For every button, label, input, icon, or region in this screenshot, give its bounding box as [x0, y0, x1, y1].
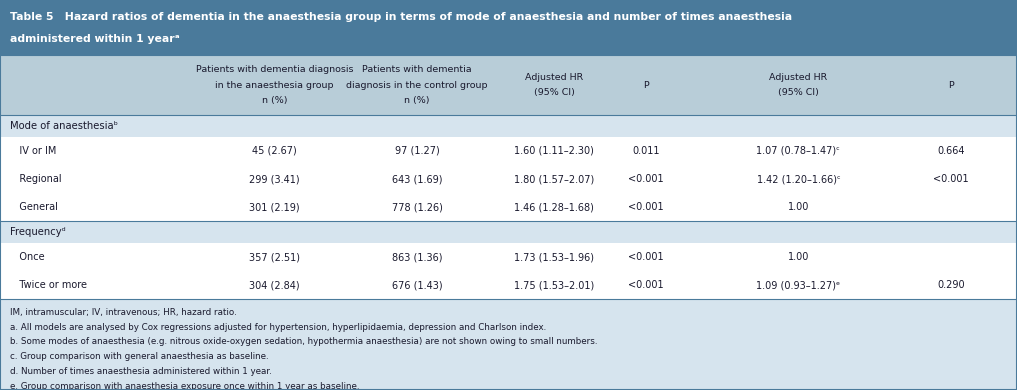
Text: 1.07 (0.78–1.47)ᶜ: 1.07 (0.78–1.47)ᶜ	[757, 146, 840, 156]
Text: Mode of anaesthesiaᵇ: Mode of anaesthesiaᵇ	[10, 121, 118, 131]
Bar	[0, 243, 1017, 271]
Text: <0.001: <0.001	[627, 174, 664, 184]
Text: General: General	[10, 202, 58, 212]
Text: d. Number of times anaesthesia administered within 1 year.: d. Number of times anaesthesia administe…	[10, 367, 272, 376]
Text: 301 (2.19): 301 (2.19)	[249, 202, 300, 212]
Text: 1.73 (1.53–1.96): 1.73 (1.53–1.96)	[515, 252, 594, 262]
Text: n (%): n (%)	[261, 96, 288, 105]
Text: (95% CI): (95% CI)	[778, 88, 819, 98]
Text: 0.664: 0.664	[937, 146, 965, 156]
Text: n (%): n (%)	[404, 96, 430, 105]
Text: (95% CI): (95% CI)	[534, 88, 575, 98]
Text: Frequencyᵈ: Frequencyᵈ	[10, 227, 66, 237]
Text: IV or IM: IV or IM	[10, 146, 57, 156]
Text: 357 (2.51): 357 (2.51)	[249, 252, 300, 262]
Text: b. Some modes of anaesthesia (e.g. nitrous oxide-oxygen sedation, hypothermia an: b. Some modes of anaesthesia (e.g. nitro…	[10, 337, 598, 346]
Text: IM, intramuscular; IV, intravenous; HR, hazard ratio.: IM, intramuscular; IV, intravenous; HR, …	[10, 308, 237, 317]
Text: 1.42 (1.20–1.66)ᶜ: 1.42 (1.20–1.66)ᶜ	[757, 174, 840, 184]
Text: in the anaesthesia group: in the anaesthesia group	[216, 80, 334, 90]
Text: Patients with dementia diagnosis: Patients with dementia diagnosis	[196, 65, 353, 74]
Text: P: P	[948, 80, 954, 90]
Text: 1.00: 1.00	[787, 202, 810, 212]
Text: 863 (1.36): 863 (1.36)	[392, 252, 442, 262]
Bar	[0, 165, 1017, 193]
Bar	[0, 193, 1017, 221]
Text: 1.46 (1.28–1.68): 1.46 (1.28–1.68)	[515, 202, 594, 212]
Text: P: P	[643, 80, 649, 90]
Text: Regional: Regional	[10, 174, 62, 184]
Bar	[0, 299, 1017, 390]
Text: a. All models are analysed by Cox regressions adjusted for hypertension, hyperli: a. All models are analysed by Cox regres…	[10, 323, 546, 332]
Text: 1.75 (1.53–2.01): 1.75 (1.53–2.01)	[515, 280, 594, 290]
Text: 97 (1.27): 97 (1.27)	[395, 146, 439, 156]
Text: 0.290: 0.290	[937, 280, 965, 290]
Text: <0.001: <0.001	[627, 252, 664, 262]
Text: <0.001: <0.001	[627, 202, 664, 212]
Text: 299 (3.41): 299 (3.41)	[249, 174, 300, 184]
Text: 1.00: 1.00	[787, 252, 810, 262]
Text: diagnosis in the control group: diagnosis in the control group	[346, 80, 488, 90]
Bar	[0, 115, 1017, 137]
Text: administered within 1 yearᵃ: administered within 1 yearᵃ	[10, 34, 180, 44]
Text: 0.011: 0.011	[632, 146, 660, 156]
Bar	[0, 137, 1017, 165]
Bar	[0, 55, 1017, 115]
Text: 1.09 (0.93–1.27)ᵉ: 1.09 (0.93–1.27)ᵉ	[757, 280, 840, 290]
Text: <0.001: <0.001	[627, 280, 664, 290]
Text: Twice or more: Twice or more	[10, 280, 87, 290]
Text: 676 (1.43): 676 (1.43)	[392, 280, 442, 290]
Text: Adjusted HR: Adjusted HR	[769, 73, 828, 82]
Text: Table 5   Hazard ratios of dementia in the anaesthesia group in terms of mode of: Table 5 Hazard ratios of dementia in the…	[10, 12, 792, 22]
Text: <0.001: <0.001	[933, 174, 969, 184]
Text: 778 (1.26): 778 (1.26)	[392, 202, 442, 212]
Text: 304 (2.84): 304 (2.84)	[249, 280, 300, 290]
Text: Once: Once	[10, 252, 45, 262]
Text: Adjusted HR: Adjusted HR	[525, 73, 584, 82]
Text: 1.60 (1.11–2.30): 1.60 (1.11–2.30)	[515, 146, 594, 156]
Bar	[0, 0, 1017, 55]
Text: 1.80 (1.57–2.07): 1.80 (1.57–2.07)	[515, 174, 594, 184]
Bar	[0, 221, 1017, 243]
Text: 643 (1.69): 643 (1.69)	[392, 174, 442, 184]
Text: c. Group comparison with general anaesthesia as baseline.: c. Group comparison with general anaesth…	[10, 352, 268, 361]
Text: 45 (2.67): 45 (2.67)	[252, 146, 297, 156]
Text: e. Group comparison with anaesthesia exposure once within 1 year as baseline.: e. Group comparison with anaesthesia exp…	[10, 382, 360, 390]
Text: Patients with dementia: Patients with dementia	[362, 65, 472, 74]
Bar	[0, 271, 1017, 299]
